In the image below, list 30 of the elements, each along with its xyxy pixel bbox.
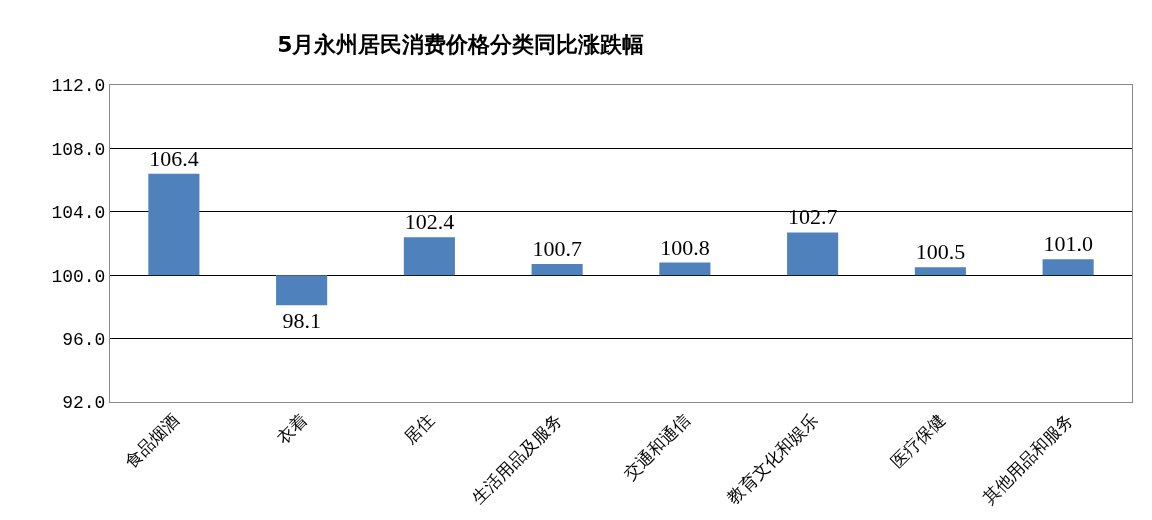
x-tick-label: 衣着 [272, 409, 311, 448]
y-tick-label: 100.0 [51, 266, 106, 287]
bar [403, 237, 455, 276]
bar [787, 232, 839, 276]
bar [1042, 259, 1094, 276]
bar [276, 275, 328, 306]
x-tick-label: 生活用品及服务 [467, 409, 566, 508]
x-tick-label: 医疗保健 [886, 409, 950, 472]
x-tick-label: 教育文化和娱乐 [723, 409, 822, 508]
y-tick-label: 108.0 [51, 139, 106, 160]
data-label: 98.1 [282, 308, 321, 334]
bar [659, 262, 711, 276]
chart-title: 5月永州居民消费价格分类同比涨跌幅 [277, 31, 645, 57]
bar [148, 173, 200, 276]
bar [914, 267, 966, 276]
x-tick-label: 居住 [400, 409, 439, 448]
y-tick-label: 104.0 [51, 203, 106, 224]
data-label: 101.0 [1043, 231, 1093, 257]
y-tick-label: 96.0 [62, 329, 106, 350]
data-label: 102.4 [404, 209, 455, 235]
x-tick-label: 其他用品和服务 [978, 409, 1077, 508]
data-label: 100.8 [660, 234, 710, 260]
data-label: 100.7 [532, 236, 582, 262]
x-tick-label: 交通和通信 [619, 409, 694, 484]
data-label: 106.4 [149, 145, 199, 171]
y-tick-label: 112.0 [51, 76, 106, 97]
data-label: 100.5 [915, 239, 966, 265]
x-tick-label: 食品烟酒 [120, 409, 183, 472]
bar [531, 264, 583, 276]
y-tick-label: 92.0 [62, 393, 106, 414]
